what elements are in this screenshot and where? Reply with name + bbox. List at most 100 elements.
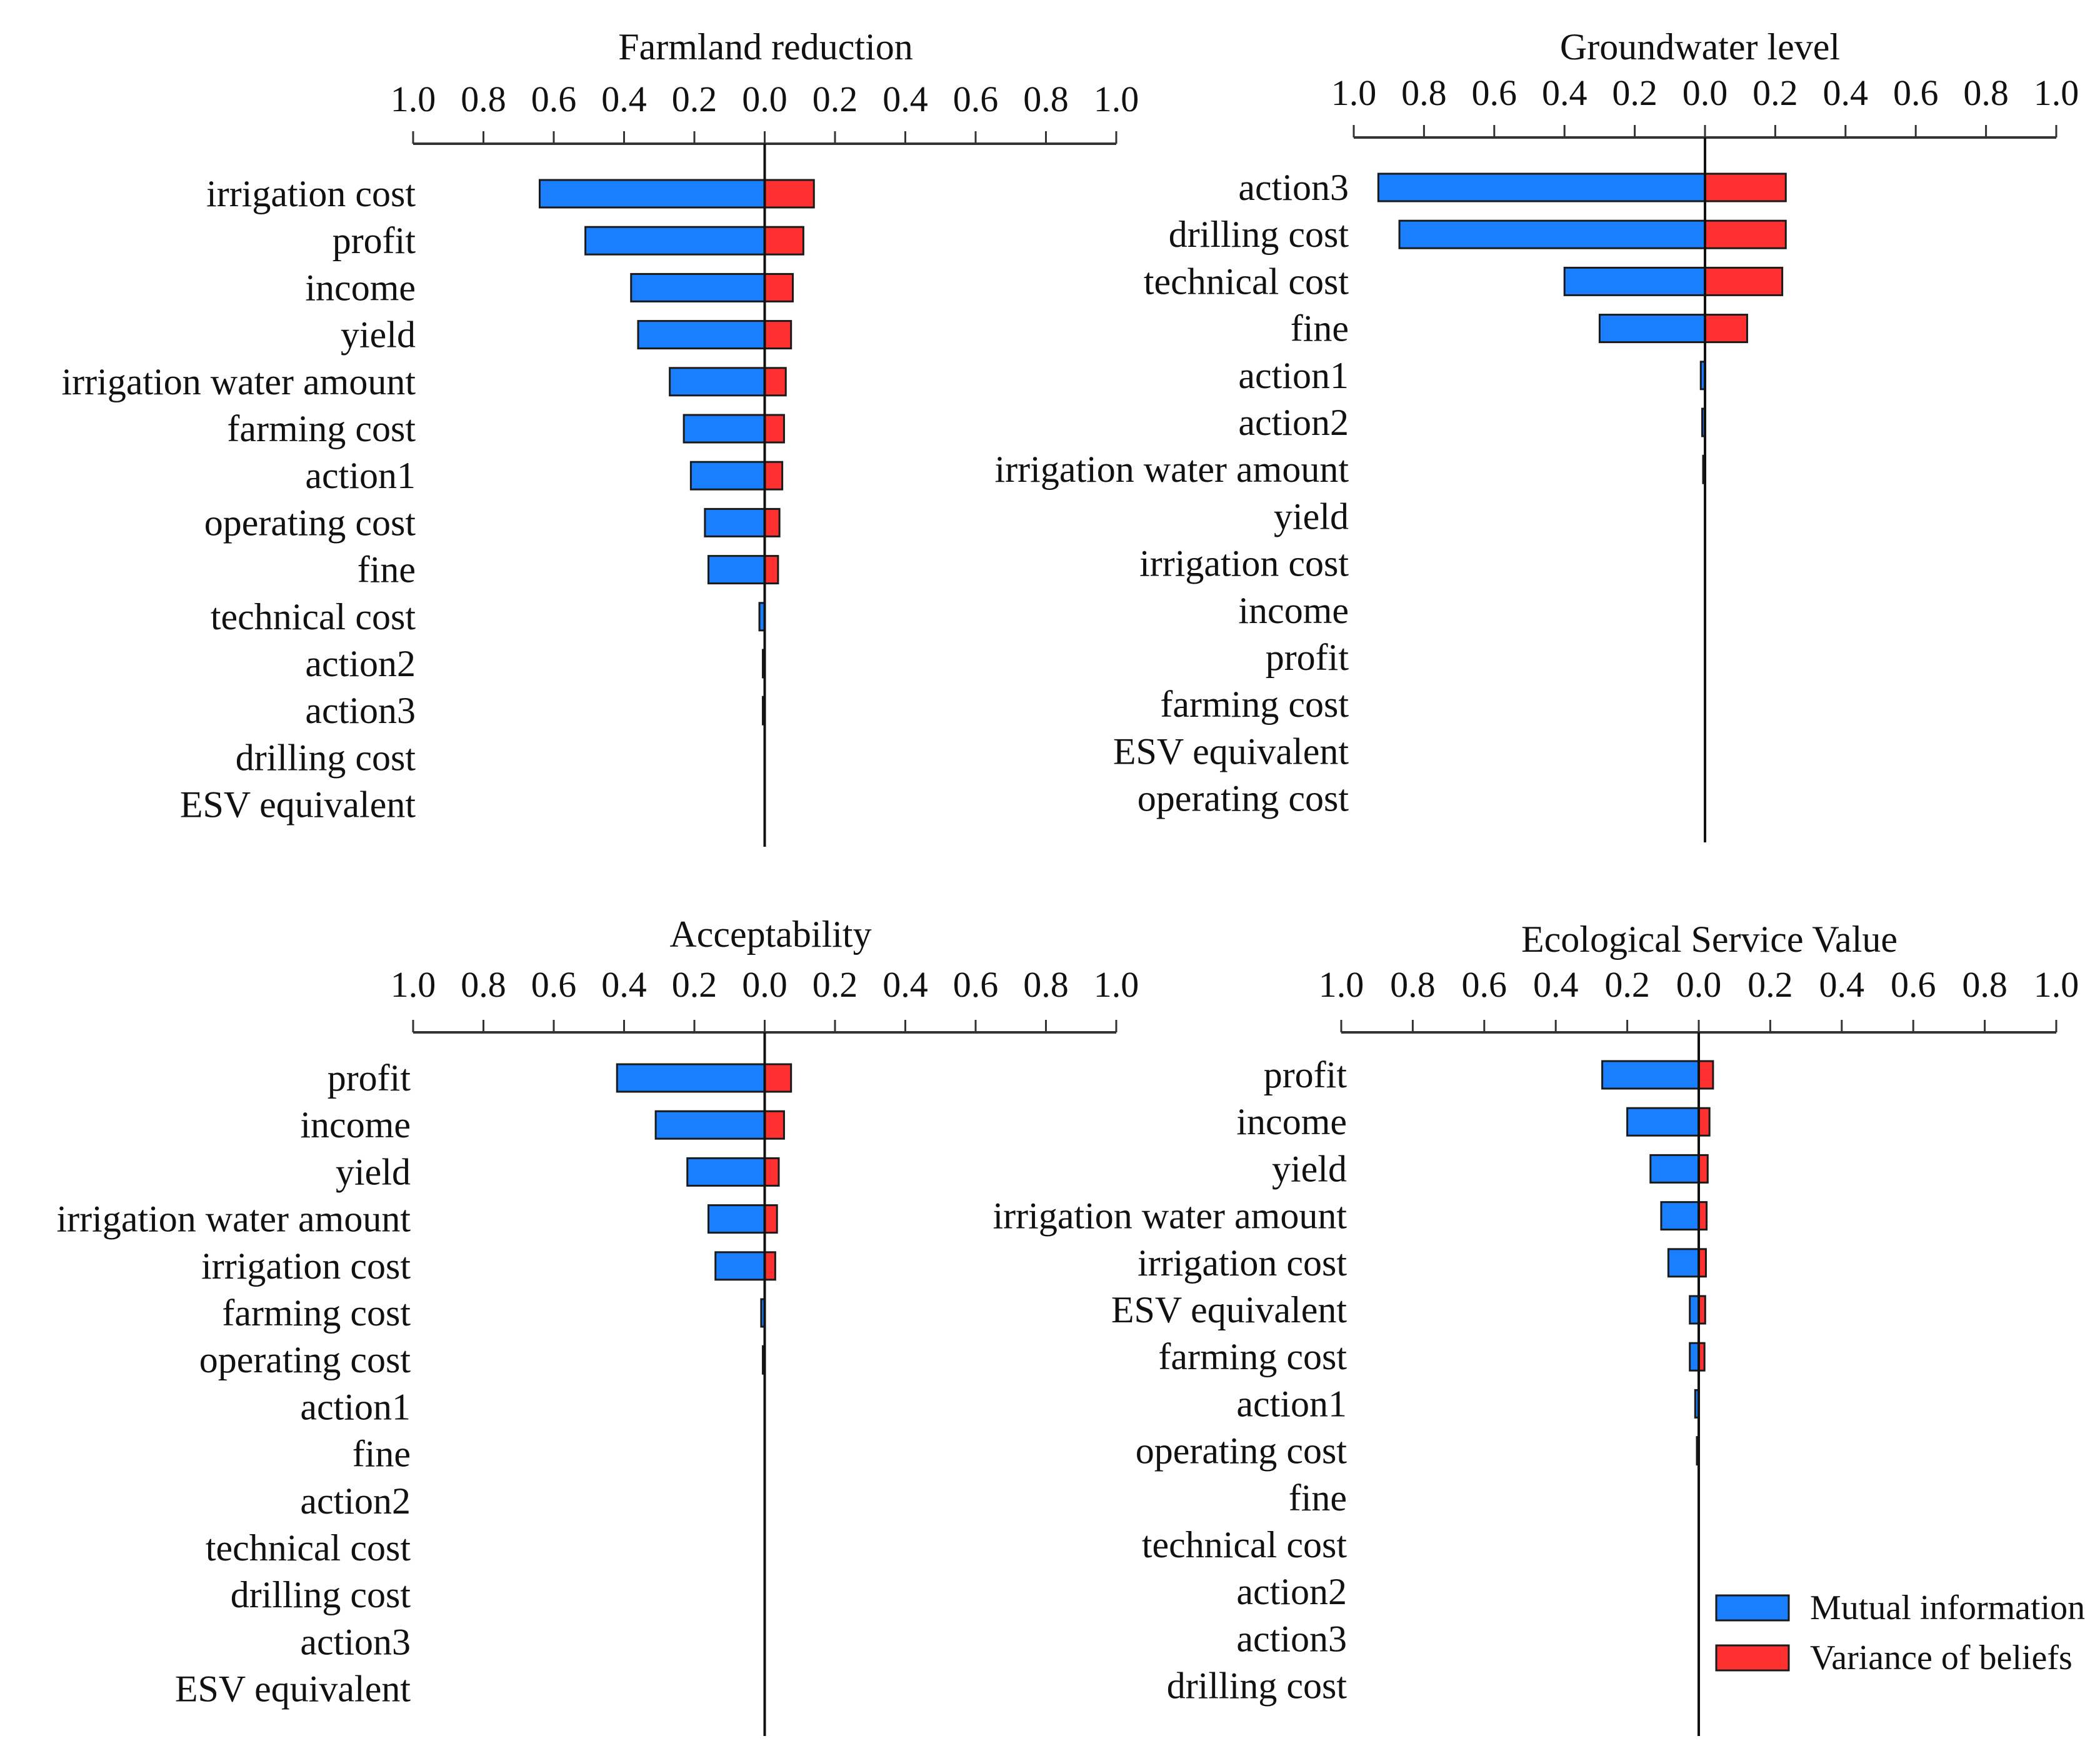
x-tick-label: 0.0 (742, 964, 788, 1005)
bar-variance-of-beliefs-action3 (1704, 172, 1787, 202)
bar-mutual-information-irrigation-water-amount (1660, 1201, 1700, 1231)
category-label-farming-cost: farming cost (1158, 1336, 1347, 1377)
x-tick-label: 0.4 (1533, 964, 1579, 1005)
category-label-profit: profit (332, 220, 416, 261)
bar-mutual-information-operating-cost (704, 507, 766, 537)
legend: Mutual information Variance of beliefs (1715, 1589, 2085, 1677)
category-label-action1: action1 (1236, 1383, 1347, 1424)
x-tick-label: 0.8 (461, 79, 506, 119)
category-label-fine: fine (358, 549, 416, 591)
x-tick-label: 1.0 (391, 964, 436, 1005)
category-label-action2: action2 (305, 643, 416, 684)
x-tick-label: 0.2 (1604, 964, 1650, 1005)
category-label-yield: yield (336, 1151, 411, 1192)
legend-label-variance-of-beliefs: Variance of beliefs (1810, 1639, 2072, 1677)
bar-mutual-information-income (630, 272, 766, 302)
panel-title: Farmland reduction (618, 26, 913, 67)
bar-variance-of-beliefs-drilling-cost (1704, 219, 1787, 249)
bar-mutual-information-farming-cost (682, 414, 766, 444)
bar-variance-of-beliefs-yield (764, 320, 792, 350)
category-label-drilling-cost: drilling cost (1169, 214, 1349, 255)
x-tick-label: 0.2 (812, 964, 858, 1005)
bar-variance-of-beliefs-income (764, 1110, 785, 1140)
x-tick-label: 0.6 (1893, 72, 1939, 113)
panel-title: Acceptability (669, 914, 871, 955)
category-label-profit: profit (328, 1057, 411, 1099)
x-tick-label: 1.0 (1331, 72, 1377, 113)
x-tick-label: 0.8 (1963, 72, 2009, 113)
x-tick-label: 1.0 (1319, 964, 1364, 1005)
category-label-irrigation-cost: irrigation cost (201, 1245, 411, 1287)
x-tick-label: 0.2 (1612, 72, 1658, 113)
category-label-irrigation-cost: irrigation cost (1138, 1242, 1347, 1284)
bar-variance-of-beliefs-yield (1698, 1154, 1709, 1184)
category-label-action1: action1 (300, 1386, 411, 1427)
bar-mutual-information-irrigation-water-amount (669, 367, 766, 397)
category-label-action1: action1 (305, 455, 416, 496)
legend-swatch-mutual-information (1715, 1594, 1790, 1622)
bar-mutual-information-irrigation-cost (714, 1251, 766, 1281)
category-label-farming-cost: farming cost (227, 408, 416, 449)
bar-mutual-information-irrigation-water-amount (708, 1204, 766, 1234)
category-label-action3: action3 (1236, 1618, 1347, 1659)
bar-variance-of-beliefs-yield (764, 1157, 780, 1187)
category-label-irrigation-cost: irrigation cost (206, 173, 416, 214)
category-label-operating-cost: operating cost (1138, 778, 1349, 819)
category-label-irrigation-water-amount: irrigation water amount (993, 1195, 1348, 1237)
legend-swatch-variance-of-beliefs (1715, 1644, 1790, 1672)
bar-mutual-information-yield (1649, 1154, 1700, 1184)
category-label-operating-cost: operating cost (204, 502, 416, 543)
category-label-action2: action2 (300, 1480, 411, 1522)
x-tick-label: 1.0 (391, 79, 436, 119)
x-tick-label: 0.2 (812, 79, 858, 119)
panel-title: Ecological Service Value (1521, 919, 1898, 960)
category-label-irrigation-water-amount: irrigation water amount (57, 1199, 411, 1240)
x-tick-label: 0.6 (531, 79, 577, 119)
category-label-technical-cost: technical cost (206, 1527, 411, 1569)
category-label-esv-equivalent: ESV equivalent (1113, 731, 1349, 772)
category-label-esv-equivalent: ESV equivalent (175, 1669, 411, 1710)
bar-mutual-information-drilling-cost (1398, 219, 1706, 249)
x-tick-label: 1.0 (2034, 964, 2079, 1005)
x-tick-label: 0.8 (1023, 964, 1069, 1005)
category-label-irrigation-water-amount: irrigation water amount (62, 361, 416, 402)
bar-variance-of-beliefs-profit (1698, 1060, 1714, 1090)
category-label-profit: profit (1266, 637, 1349, 678)
bar-mutual-information-irrigation-cost (539, 179, 766, 209)
x-tick-label: 0.0 (742, 79, 788, 119)
category-label-operating-cost: operating cost (1136, 1430, 1348, 1472)
x-tick-label: 0.2 (1748, 964, 1793, 1005)
category-label-action3: action3 (305, 690, 416, 731)
category-label-operating-cost: operating cost (199, 1339, 411, 1380)
bar-mutual-information-income (654, 1110, 766, 1140)
category-label-technical-cost: technical cost (1144, 261, 1349, 302)
category-label-irrigation-water-amount: irrigation water amount (995, 449, 1349, 490)
x-tick-label: 0.6 (1891, 964, 1936, 1005)
category-label-irrigation-cost: irrigation cost (1139, 543, 1349, 584)
category-label-action1: action1 (1238, 355, 1349, 396)
x-tick-label: 0.2 (672, 964, 718, 1005)
bar-mutual-information-farming-cost (1689, 1342, 1700, 1372)
bar-variance-of-beliefs-profit (764, 1063, 792, 1093)
x-tick-label: 0.4 (1819, 964, 1865, 1005)
category-label-action3: action3 (1238, 167, 1349, 208)
bar-variance-of-beliefs-action1 (764, 461, 784, 491)
x-tick-label: 0.6 (1462, 964, 1508, 1005)
x-tick-label: 0.4 (601, 79, 647, 119)
category-label-yield: yield (1274, 496, 1349, 537)
x-tick-label: 0.0 (1682, 72, 1728, 113)
x-tick-label: 0.6 (953, 964, 999, 1005)
category-label-income: income (305, 267, 416, 308)
category-label-profit: profit (1264, 1054, 1348, 1095)
x-tick-label: 0.4 (882, 964, 928, 1005)
bar-variance-of-beliefs-irrigation-cost (764, 179, 815, 209)
bar-variance-of-beliefs-profit (764, 226, 804, 256)
bar-mutual-information-action1 (689, 461, 766, 491)
legend-label-mutual-information: Mutual information (1810, 1589, 2085, 1627)
category-label-drilling-cost: drilling cost (1167, 1665, 1348, 1707)
x-tick-label: 0.8 (1023, 79, 1069, 119)
bar-variance-of-beliefs-operating-cost (764, 507, 781, 537)
x-tick-label: 0.2 (672, 79, 718, 119)
category-label-farming-cost: farming cost (222, 1292, 411, 1334)
x-tick-label: 1.0 (2034, 72, 2079, 113)
